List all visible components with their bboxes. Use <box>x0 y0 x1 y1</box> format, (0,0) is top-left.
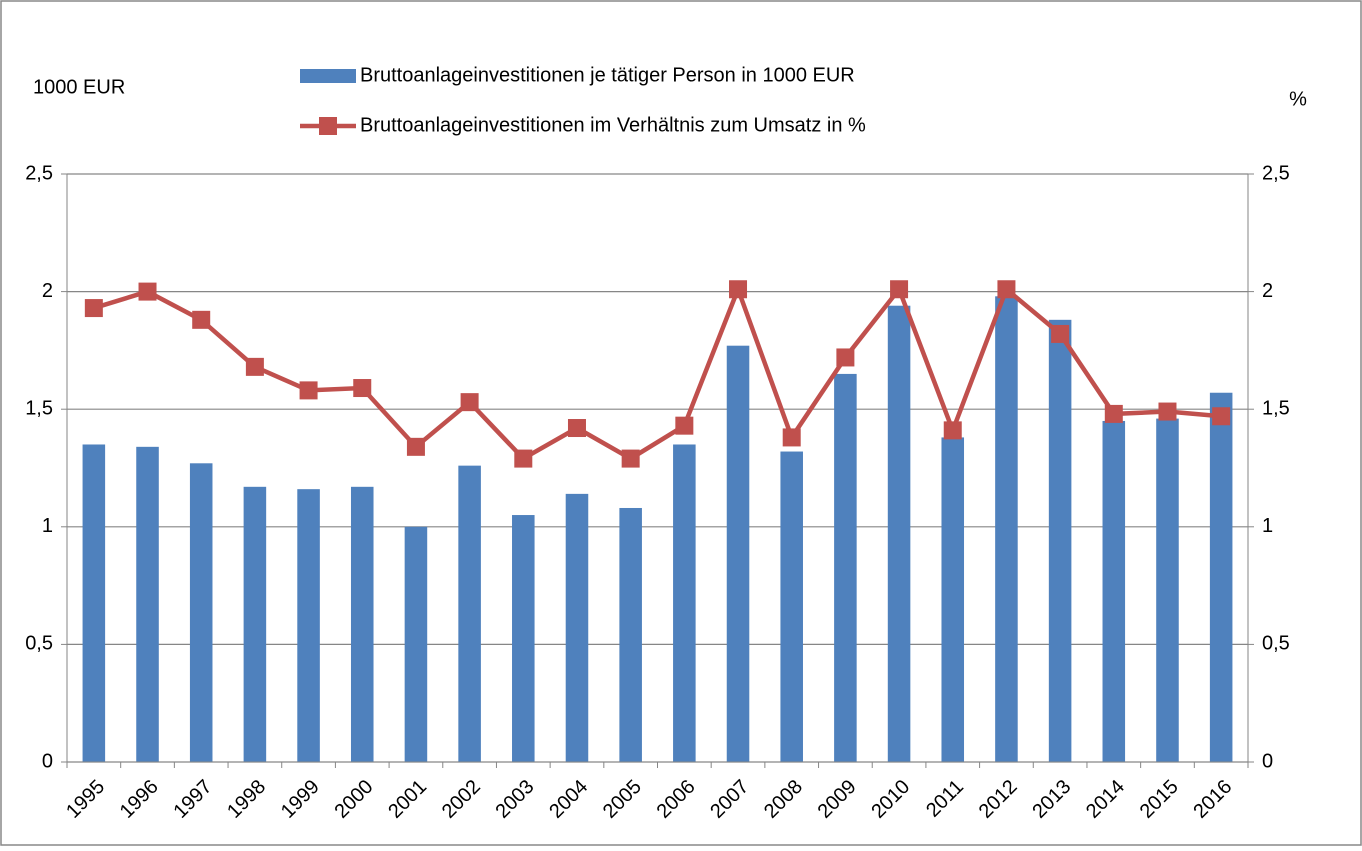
y-tick-label: 1,5 <box>25 397 53 419</box>
y-tick-label: 1 <box>42 515 53 537</box>
bar <box>941 437 965 762</box>
line-marker <box>1212 407 1231 426</box>
y2-axis-label: % <box>1289 88 1307 110</box>
legend-label: Bruttoanlageinvestitionen je tätiger Per… <box>360 64 855 86</box>
bar <box>136 446 159 762</box>
bar <box>404 526 428 762</box>
y2-tick-label: 0,5 <box>1262 633 1290 655</box>
line-marker <box>1104 404 1123 423</box>
line-marker <box>943 421 962 440</box>
line-marker <box>1051 324 1070 343</box>
line-marker <box>299 381 318 400</box>
y-axis-label: 1000 EUR <box>33 76 125 98</box>
bar <box>565 493 589 762</box>
bar <box>512 515 535 762</box>
bar <box>297 489 320 762</box>
y-tick-label: 2 <box>42 280 53 302</box>
line-marker <box>245 357 264 376</box>
line-marker <box>353 379 372 398</box>
bar <box>619 507 642 762</box>
bar <box>726 345 750 762</box>
line-marker <box>1158 402 1177 421</box>
line-marker <box>406 437 425 456</box>
line-marker <box>890 280 909 299</box>
y-tick-label: 0 <box>42 750 53 772</box>
y2-tick-label: 2 <box>1262 280 1273 302</box>
legend-swatch <box>319 117 337 135</box>
line <box>93 282 1222 462</box>
y-tick-label: 0,5 <box>25 633 53 655</box>
line-marker <box>514 449 533 468</box>
y-tick-label: 2,5 <box>25 162 53 184</box>
bar <box>1102 420 1126 762</box>
bar <box>458 465 481 762</box>
line-marker <box>84 299 103 318</box>
bar <box>995 296 1018 762</box>
bar <box>1209 392 1233 762</box>
bar <box>780 451 803 762</box>
line-marker <box>836 348 855 367</box>
line-marker <box>567 419 586 438</box>
line-marker <box>621 449 640 468</box>
line-marker <box>138 282 157 301</box>
y2-tick-label: 2,5 <box>1262 162 1290 184</box>
bar <box>834 373 857 762</box>
legend-label: Bruttoanlageinvestitionen im Verhältnis … <box>360 114 866 136</box>
line-marker <box>729 280 748 299</box>
line-marker <box>782 428 801 447</box>
bar <box>82 444 106 762</box>
bar <box>350 486 374 762</box>
y2-tick-label: 1 <box>1262 515 1273 537</box>
y2-tick-label: 0 <box>1262 750 1273 772</box>
bar <box>887 305 911 762</box>
bar <box>189 463 213 762</box>
y2-tick-label: 1,5 <box>1262 397 1290 419</box>
bar <box>1048 319 1072 762</box>
line-marker <box>675 416 694 435</box>
line-marker <box>192 310 211 329</box>
bar <box>1156 418 1179 762</box>
bar <box>243 486 267 762</box>
line-marker <box>997 280 1016 299</box>
legend-swatch <box>300 69 356 83</box>
bar <box>673 444 696 762</box>
line-marker <box>460 393 479 412</box>
